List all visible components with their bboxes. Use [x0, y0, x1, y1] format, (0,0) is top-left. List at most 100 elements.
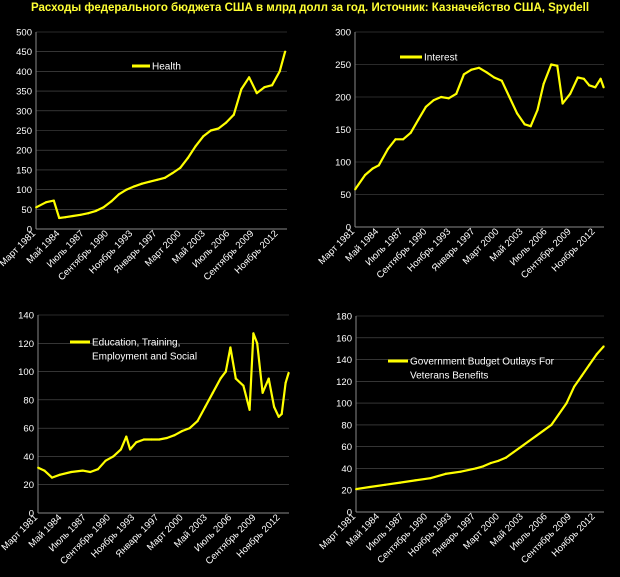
data-point — [386, 147, 389, 151]
data-point — [602, 345, 605, 348]
data-point — [125, 435, 128, 438]
y-tick-label: 100 — [18, 367, 34, 378]
data-point — [188, 427, 191, 430]
data-point — [485, 71, 488, 74]
y-tick-label: 60 — [341, 442, 352, 453]
data-point — [573, 385, 576, 388]
data-point — [229, 346, 232, 349]
data-point — [459, 470, 462, 473]
data-point — [148, 180, 151, 183]
data-point — [550, 63, 553, 66]
data-point — [556, 64, 559, 67]
data-point — [133, 185, 136, 188]
data-point — [248, 408, 251, 411]
data-point — [402, 138, 405, 141]
data-point — [354, 188, 357, 191]
y-tick-label: 400 — [16, 67, 32, 78]
data-point — [89, 470, 92, 474]
y-tick-label: 80 — [341, 420, 352, 431]
data-point — [429, 477, 432, 480]
data-point — [417, 118, 420, 121]
y-tick-label: 150 — [16, 165, 32, 176]
y-tick-label: 140 — [336, 355, 352, 366]
data-point — [171, 172, 174, 175]
data-point — [102, 206, 105, 209]
data-point — [248, 76, 251, 79]
y-tick-label: 40 — [23, 452, 34, 463]
data-point — [181, 429, 184, 433]
data-point — [163, 176, 166, 179]
data-point — [242, 384, 245, 387]
data-point — [444, 472, 447, 475]
data-point — [219, 377, 222, 380]
data-point — [45, 201, 48, 204]
data-point — [209, 129, 212, 132]
y-tick-label: 50 — [340, 190, 351, 201]
data-point — [104, 459, 107, 462]
data-point — [477, 66, 481, 69]
data-point — [588, 84, 591, 87]
data-point — [497, 459, 500, 462]
data-point — [582, 77, 586, 80]
data-point — [529, 125, 532, 128]
data-point — [135, 441, 138, 444]
y-tick-label: 300 — [16, 106, 32, 117]
y-tick-label: 0 — [29, 509, 34, 520]
data-point — [70, 470, 73, 474]
data-point — [550, 423, 553, 426]
y-tick-label: 80 — [23, 395, 34, 406]
data-point — [71, 214, 75, 218]
y-tick-label: 120 — [336, 377, 352, 388]
y-tick-label: 100 — [335, 158, 351, 169]
series-line — [354, 63, 605, 190]
data-point — [364, 173, 367, 177]
y-tick-label: 150 — [335, 125, 351, 136]
data-point — [271, 84, 274, 87]
y-tick-label: 250 — [16, 126, 32, 137]
data-point — [557, 412, 561, 416]
y-tick-label: 0 — [27, 225, 32, 236]
data-point — [594, 86, 597, 89]
data-point — [43, 469, 46, 472]
data-point — [125, 188, 128, 191]
data-point — [217, 127, 220, 130]
data-point — [504, 456, 508, 459]
data-point — [202, 135, 205, 138]
data-point — [535, 434, 538, 437]
data-point — [277, 415, 280, 418]
data-point — [204, 405, 207, 408]
data-point — [394, 138, 397, 141]
data-point — [35, 206, 38, 209]
data-point — [179, 166, 182, 169]
data-point — [37, 466, 40, 469]
y-tick-label: 100 — [336, 399, 352, 410]
data-point — [96, 468, 100, 471]
data-point — [50, 476, 54, 479]
data-point — [273, 405, 276, 408]
legend-label: Government Budget Outlays For — [410, 357, 555, 368]
y-tick-label: 0 — [346, 223, 351, 234]
data-point — [561, 102, 564, 105]
y-tick-label: 200 — [335, 93, 351, 104]
data-point — [414, 479, 417, 482]
data-point — [261, 391, 264, 394]
legend-label: Veterans Benefits — [410, 371, 488, 382]
y-tick-label: 140 — [18, 311, 34, 322]
y-tick-label: 40 — [341, 464, 352, 475]
y-tick-label: 160 — [336, 333, 352, 344]
data-point — [424, 105, 427, 108]
data-point — [377, 164, 380, 167]
page-title: Расходы федерального бюджета США в млрд … — [30, 2, 590, 14]
data-point — [240, 88, 243, 91]
y-tick-label: 0 — [347, 508, 352, 519]
y-tick-label: 180 — [336, 312, 352, 323]
data-point — [165, 436, 168, 440]
data-point — [158, 438, 161, 441]
data-point — [129, 448, 132, 451]
data-point — [399, 481, 402, 484]
data-point — [52, 199, 55, 202]
data-point — [211, 391, 214, 394]
